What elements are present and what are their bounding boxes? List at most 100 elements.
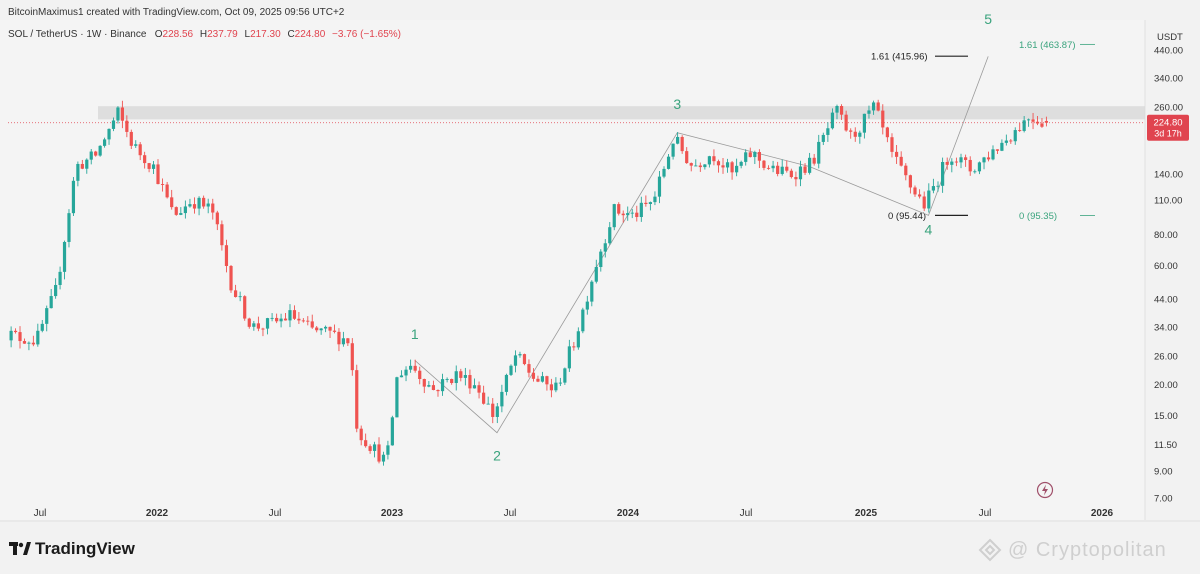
candle-body <box>812 157 816 164</box>
high-value: 237.79 <box>207 29 238 40</box>
y-tick-label: 110.00 <box>1154 196 1182 207</box>
close-value: 224.80 <box>294 29 326 40</box>
candle-body <box>129 131 133 146</box>
candle-body <box>270 317 274 319</box>
candle-body <box>386 445 390 455</box>
candle-body <box>803 166 807 173</box>
x-tick-label: Jul <box>740 508 753 519</box>
axis-currency-label: USDT <box>1157 32 1183 43</box>
candle-body <box>1004 140 1008 143</box>
candle-body <box>390 417 394 446</box>
candle-body <box>445 378 449 380</box>
candle-body <box>835 106 839 113</box>
candle-body <box>310 321 314 328</box>
candle-body <box>151 164 156 169</box>
candle-body <box>98 145 102 156</box>
candle-body <box>735 165 739 173</box>
candle-body <box>808 157 812 173</box>
candle-body <box>31 342 35 345</box>
open-key: O <box>154 29 163 40</box>
lightning-icon-bolt <box>1042 484 1048 496</box>
candle-body <box>459 371 463 378</box>
candle-body <box>725 162 730 168</box>
candle-body <box>973 171 977 173</box>
candle-body <box>111 120 116 129</box>
candle-body <box>436 390 440 392</box>
candle-body <box>594 267 598 282</box>
candle-body <box>346 338 350 344</box>
chart-grid <box>0 20 1200 522</box>
y-tick-label: 26.00 <box>1154 352 1178 363</box>
candle-body <box>328 326 332 331</box>
x-tick-label: 2025 <box>855 508 878 519</box>
candle-body <box>261 328 265 330</box>
candle-body <box>694 165 698 167</box>
fib-levels: 1.61 (415.96) 0 (95.44) 1.61 (463.87) 0 (95… <box>871 40 1095 222</box>
candle-body <box>716 161 721 166</box>
x-tick-label: 2022 <box>146 508 169 519</box>
candle-body <box>671 143 675 157</box>
candle-body <box>350 343 354 371</box>
candle-body <box>399 375 404 378</box>
candle-body <box>409 365 413 370</box>
candle-body <box>653 196 657 203</box>
candle-body <box>18 332 22 342</box>
candle-body <box>644 202 648 204</box>
candle-body <box>27 342 31 344</box>
lightning-icon[interactable] <box>1036 481 1054 499</box>
candle-body <box>279 318 283 322</box>
candle-body <box>1031 119 1035 122</box>
candle-body <box>612 204 616 228</box>
candle-body <box>472 385 477 389</box>
candle-body <box>721 165 725 168</box>
candle-body <box>572 346 576 348</box>
candle-body <box>197 197 201 209</box>
candle-body <box>58 271 62 285</box>
chart-attribution: BitcoinMaximus1 created with TradingView… <box>8 7 345 18</box>
candle-body <box>639 202 643 218</box>
candle-body <box>67 213 71 242</box>
candle-body <box>332 330 337 332</box>
candle-body <box>821 134 825 142</box>
candle-body <box>450 378 454 384</box>
y-tick-label: 440.00 <box>1154 46 1183 57</box>
candle-body <box>757 152 761 161</box>
candle-body <box>238 296 242 298</box>
candle-body <box>849 130 853 132</box>
low-value: 217.30 <box>250 29 281 40</box>
candle-body <box>120 107 124 121</box>
candle-body <box>540 376 545 382</box>
candle-body <box>80 163 84 169</box>
candle-body <box>265 318 270 329</box>
symbol-line[interactable]: SOL / TetherUS · 1W · Binance <box>8 29 147 40</box>
candle-body <box>147 163 151 169</box>
candle-body <box>558 382 562 384</box>
candle-body <box>364 440 368 447</box>
candle-body <box>662 168 666 177</box>
candle-body <box>174 207 178 215</box>
candle-body <box>89 151 93 160</box>
wave-label: 4 <box>925 221 933 237</box>
price-tag-box <box>1147 114 1189 141</box>
tradingview-logo[interactable]: TradingView <box>9 539 135 559</box>
candle-body <box>890 137 894 152</box>
candle-body <box>666 156 671 169</box>
y-tick-label: 15.00 <box>1154 411 1178 422</box>
candle-body <box>372 444 377 451</box>
candle-body <box>134 144 138 146</box>
candle-body <box>991 149 995 160</box>
candle-body <box>817 141 821 164</box>
candle-body <box>125 120 129 132</box>
plot-background <box>0 20 1145 520</box>
candle-body <box>288 310 292 321</box>
tradingview-logo-icon <box>9 542 31 555</box>
candle-body <box>138 144 142 156</box>
candle-body <box>513 355 518 366</box>
candle-body <box>689 163 693 166</box>
wave-label: 1 <box>411 326 419 342</box>
candle-body <box>608 227 612 244</box>
candle-body <box>509 365 513 375</box>
candle-body <box>156 164 160 185</box>
candle-body <box>256 323 260 329</box>
